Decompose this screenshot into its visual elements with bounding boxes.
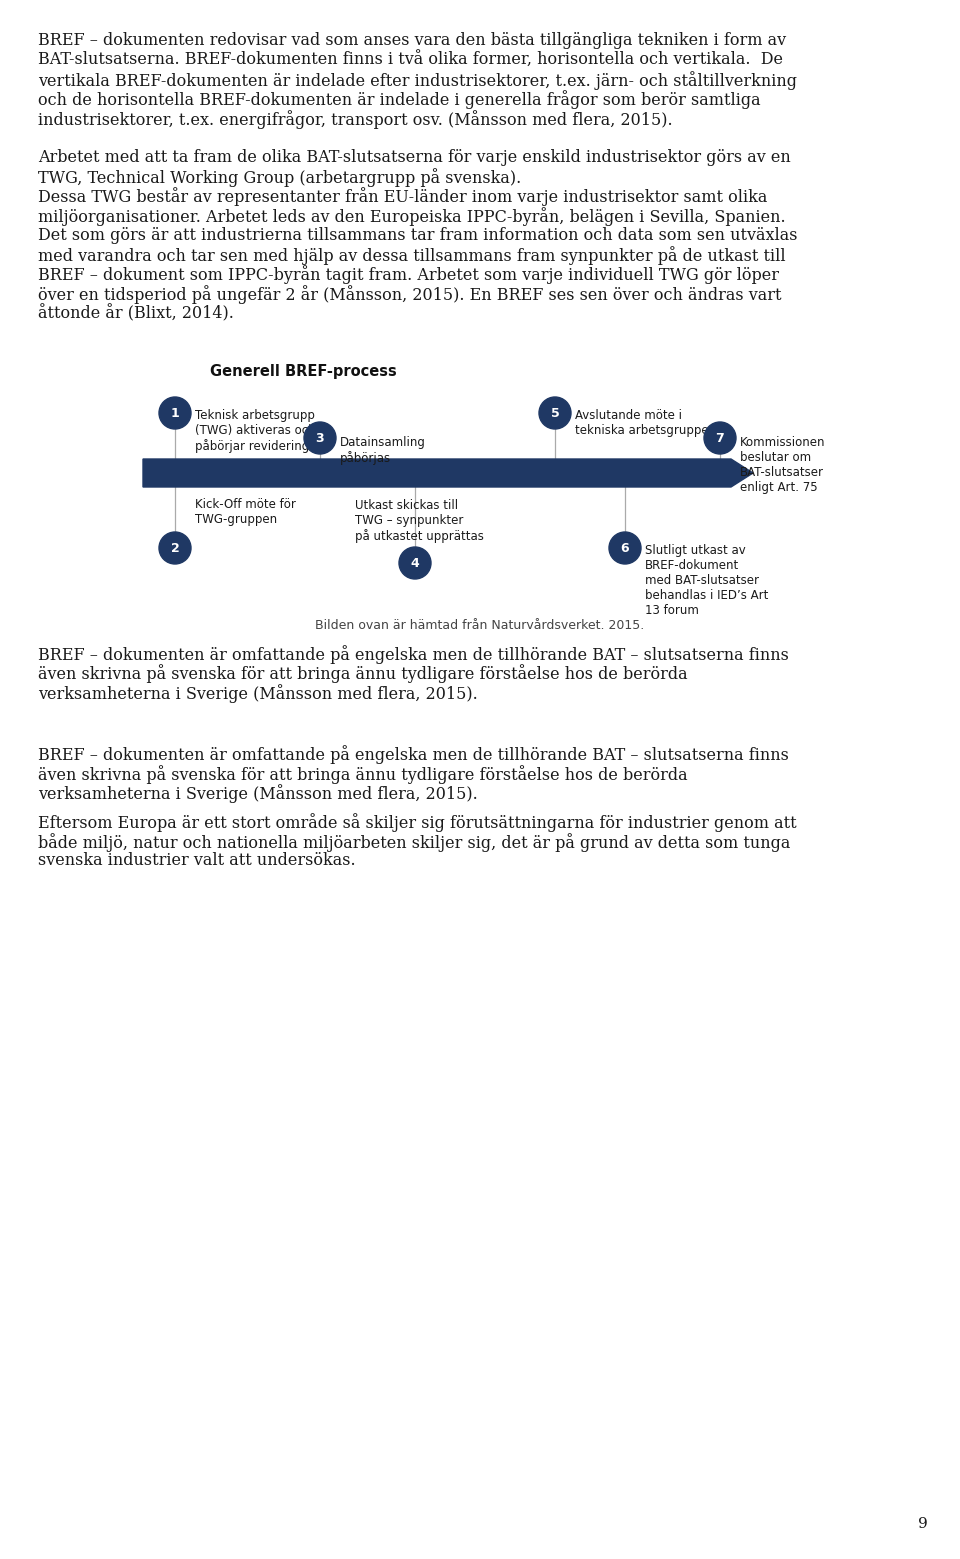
Text: Teknisk arbetsgrupp
(TWG) aktiveras och
påbörjar revideringen: Teknisk arbetsgrupp (TWG) aktiveras och … (195, 408, 324, 454)
Text: verksamheterna i Sverige (Månsson med flera, 2015).: verksamheterna i Sverige (Månsson med fl… (38, 784, 478, 803)
Text: 2: 2 (171, 541, 180, 555)
Text: 7: 7 (715, 432, 725, 444)
Text: 5: 5 (551, 407, 560, 419)
Text: verksamheterna i Sverige (Månsson med flera, 2015).: verksamheterna i Sverige (Månsson med fl… (38, 684, 478, 703)
Circle shape (304, 422, 336, 454)
Text: 4: 4 (411, 557, 420, 569)
Text: Kick-Off möte för
TWG-gruppen: Kick-Off möte för TWG-gruppen (195, 497, 296, 525)
Text: BAT-slutsatserna. BREF-dokumenten finns i två olika former, horisontella och ver: BAT-slutsatserna. BREF-dokumenten finns … (38, 51, 783, 69)
Text: både miljö, natur och nationella miljöarbeten skiljer sig, det är på grund av de: både miljö, natur och nationella miljöar… (38, 833, 790, 851)
Text: BREF – dokumenten redovisar vad som anses vara den bästa tillgängliga tekniken i: BREF – dokumenten redovisar vad som anse… (38, 33, 786, 48)
Text: Utkast skickas till
TWG – synpunkter
på utkastet upprättas: Utkast skickas till TWG – synpunkter på … (355, 499, 484, 543)
Text: och de horisontella BREF-dokumenten är indelade i generella frågor som berör sam: och de horisontella BREF-dokumenten är i… (38, 90, 760, 109)
Text: 9: 9 (919, 1517, 928, 1531)
Text: även skrivna på svenska för att bringa ännu tydligare förståelse hos de berörda: även skrivna på svenska för att bringa ä… (38, 765, 687, 784)
Text: Slutligt utkast av
BREF-dokument
med BAT-slutsatser
behandlas i IED’s Art
13 for: Slutligt utkast av BREF-dokument med BAT… (645, 544, 768, 617)
Circle shape (539, 398, 571, 429)
Text: svenska industrier valt att undersökas.: svenska industrier valt att undersökas. (38, 853, 355, 870)
Text: 3: 3 (316, 432, 324, 444)
Text: 1: 1 (171, 407, 180, 419)
Text: Arbetet med att ta fram de olika BAT-slutsatserna för varje enskild industrisekt: Arbetet med att ta fram de olika BAT-slu… (38, 148, 791, 165)
Text: Datainsamling
påbörjas: Datainsamling påbörjas (340, 437, 426, 465)
Text: BREF – dokumenten är omfattande på engelska men de tillhörande BAT – slutsatsern: BREF – dokumenten är omfattande på engel… (38, 745, 789, 764)
FancyArrow shape (143, 458, 753, 486)
Text: Bilden ovan är hämtad från Naturvårdsverket. 2015.: Bilden ovan är hämtad från Naturvårdsver… (316, 619, 644, 631)
Text: Generell BREF-process: Generell BREF-process (210, 363, 396, 379)
Text: miljöorganisationer. Arbetet leds av den Europeiska IPPC-byrån, belägen i Sevill: miljöorganisationer. Arbetet leds av den… (38, 207, 785, 226)
Text: Kommissionen
beslutar om
BAT-slutsatser
enligt Art. 75: Kommissionen beslutar om BAT-slutsatser … (740, 437, 826, 494)
Text: Det som görs är att industrierna tillsammans tar fram information och data som s: Det som görs är att industrierna tillsam… (38, 226, 798, 243)
Circle shape (159, 398, 191, 429)
Text: Eftersom Europa är ett stort område så skiljer sig förutsättningarna för industr: Eftersom Europa är ett stort område så s… (38, 814, 797, 833)
Text: åttonde år (Blixt, 2014).: åttonde år (Blixt, 2014). (38, 304, 234, 323)
Text: BREF – dokumenten är omfattande på engelska men de tillhörande BAT – slutsatsern: BREF – dokumenten är omfattande på engel… (38, 645, 789, 664)
Text: 6: 6 (621, 541, 630, 555)
Text: TWG pågår i cirka 2 år: TWG pågår i cirka 2 år (819, 466, 960, 480)
Text: även skrivna på svenska för att bringa ännu tydligare förståelse hos de berörda: även skrivna på svenska för att bringa ä… (38, 664, 687, 683)
Text: Avslutande möte i
tekniska arbetsgruppen: Avslutande möte i tekniska arbetsgruppen (575, 408, 716, 437)
Text: över en tidsperiod på ungefär 2 år (Månsson, 2015). En BREF ses sen över och änd: över en tidsperiod på ungefär 2 år (Måns… (38, 285, 781, 304)
Text: med varandra och tar sen med hjälp av dessa tillsammans fram synpunkter på de ut: med varandra och tar sen med hjälp av de… (38, 246, 785, 265)
Text: BREF – dokument som IPPC-byrån tagit fram. Arbetet som varje individuell TWG gör: BREF – dokument som IPPC-byrån tagit fra… (38, 265, 779, 284)
Text: vertikala BREF-dokumenten är indelade efter industrisektorer, t.ex. järn- och st: vertikala BREF-dokumenten är indelade ef… (38, 72, 797, 90)
Circle shape (704, 422, 736, 454)
Text: industrisektorer, t.ex. energifrågor, transport osv. (Månsson med flera, 2015).: industrisektorer, t.ex. energifrågor, tr… (38, 111, 673, 129)
Circle shape (159, 532, 191, 564)
Circle shape (399, 547, 431, 578)
Text: Dessa TWG består av representanter från EU-länder inom varje industrisektor samt: Dessa TWG består av representanter från … (38, 187, 767, 206)
Circle shape (609, 532, 641, 564)
Text: TWG, Technical Working Group (arbetargrupp på svenska).: TWG, Technical Working Group (arbetargru… (38, 168, 521, 187)
